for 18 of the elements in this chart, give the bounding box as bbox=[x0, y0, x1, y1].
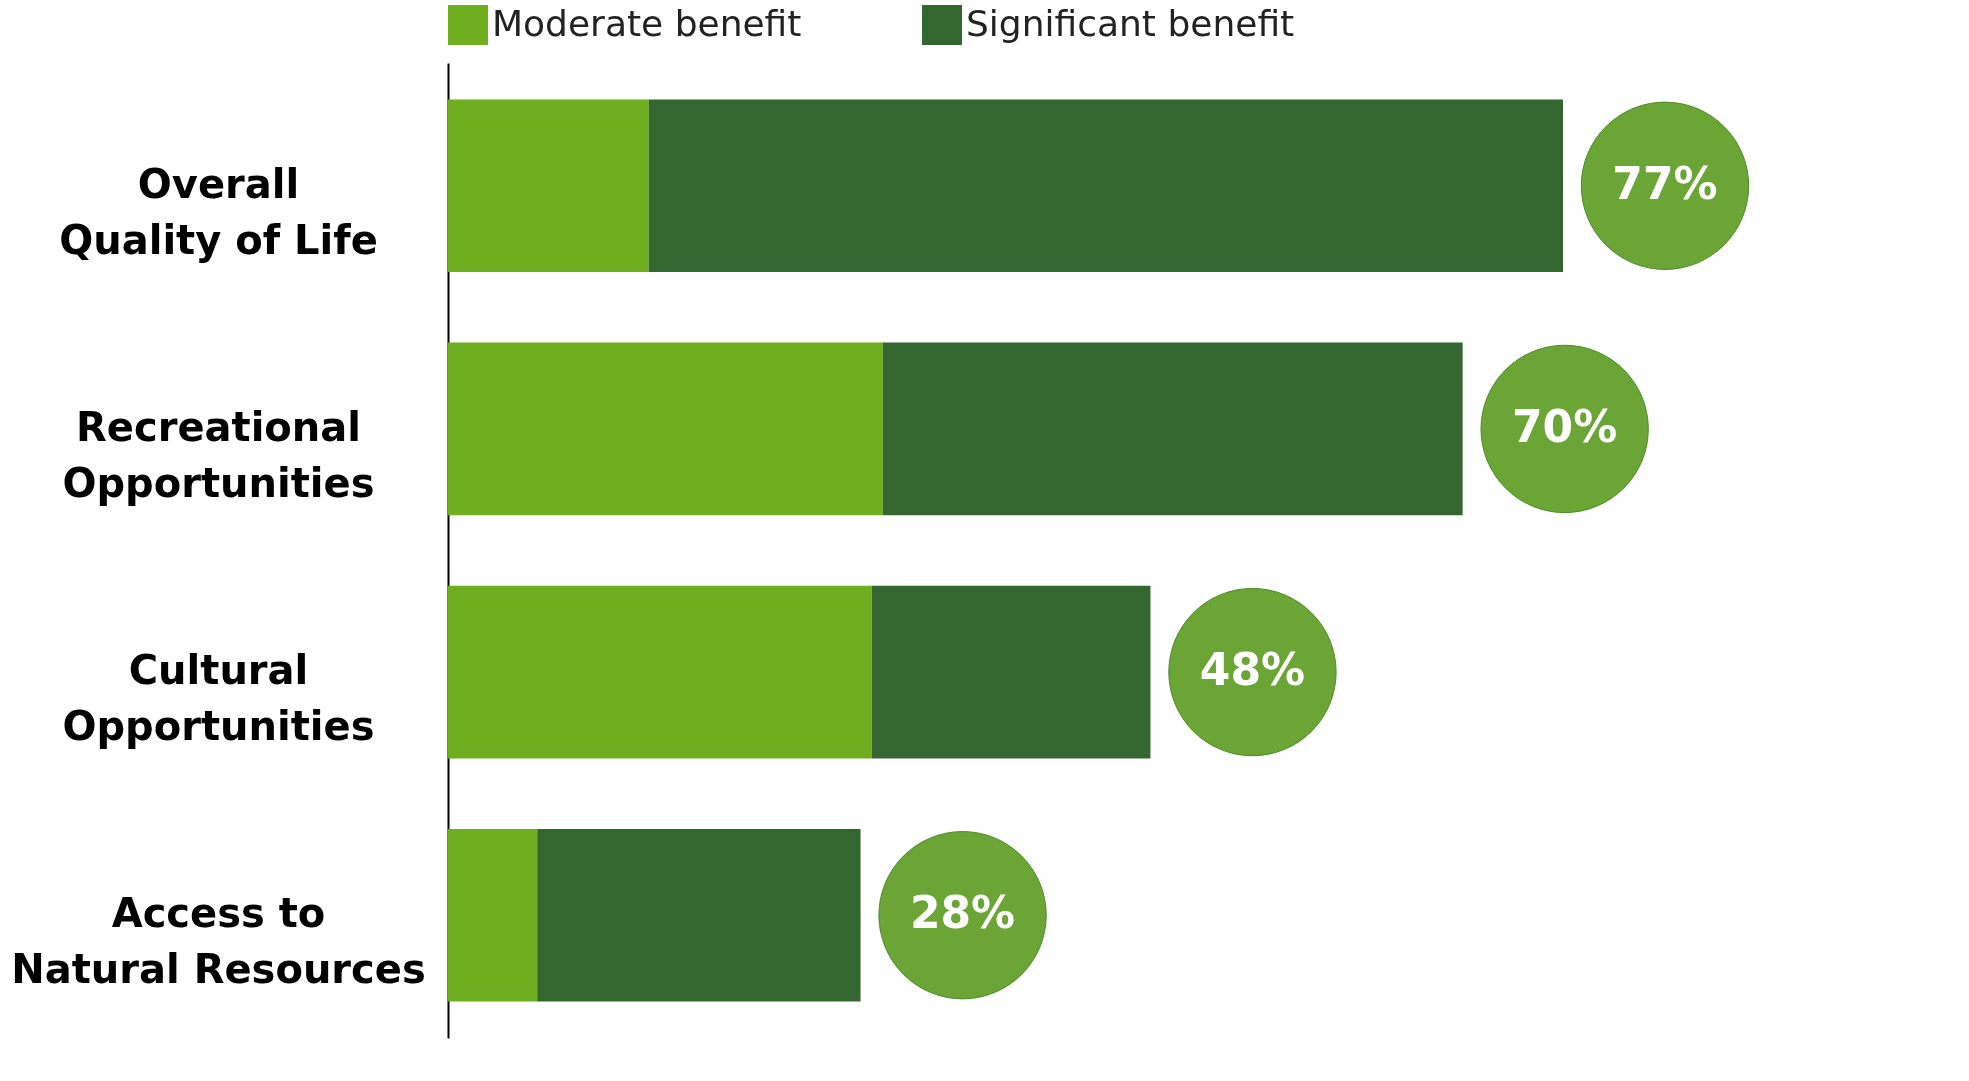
bar bbox=[448, 342, 883, 516]
legend-label: Significant benefit bbox=[966, 3, 1295, 44]
bar bbox=[871, 585, 1151, 759]
legend-label: Moderate benefit bbox=[492, 3, 802, 44]
y-tick-label: Access to Natural Resources bbox=[11, 890, 426, 993]
annotation: 28% bbox=[909, 887, 1016, 939]
bar bbox=[882, 342, 1463, 516]
bar bbox=[448, 828, 538, 1002]
bar bbox=[537, 828, 861, 1002]
y-tick-label: Recreational Opportunities bbox=[62, 403, 375, 506]
y-tick-label: Cultural Opportunities bbox=[62, 647, 375, 750]
y-tick-label: Overall Quality of Life bbox=[59, 160, 378, 263]
annotation: 48% bbox=[1199, 644, 1306, 696]
bar bbox=[648, 99, 1563, 273]
bar bbox=[448, 585, 872, 759]
bar bbox=[448, 99, 649, 273]
annotation: 70% bbox=[1511, 400, 1618, 452]
annotation: 77% bbox=[1612, 157, 1718, 209]
